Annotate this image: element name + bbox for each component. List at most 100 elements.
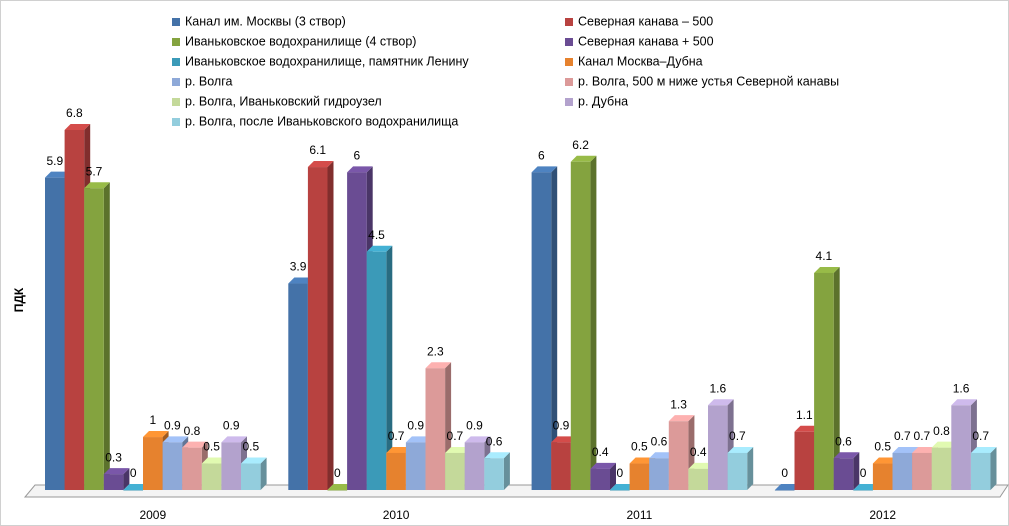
x-tick-label: 2012 <box>869 508 896 522</box>
bar <box>84 188 104 490</box>
bar-side <box>123 468 130 490</box>
bar <box>386 452 406 490</box>
bar-side <box>327 161 334 490</box>
data-label: 0.7 <box>447 429 464 443</box>
data-label: 0.9 <box>223 419 240 433</box>
bar <box>649 458 669 490</box>
bar-top <box>425 362 452 369</box>
bar-side <box>551 166 558 490</box>
bar-top <box>103 468 130 475</box>
data-label: 4.1 <box>816 249 833 263</box>
data-label: 6.2 <box>572 138 589 152</box>
data-label: 0.9 <box>164 419 181 433</box>
legend-label: Северная канава – 500 <box>578 14 713 28</box>
bar <box>727 452 748 490</box>
bar-top <box>386 446 412 453</box>
bar <box>288 283 308 490</box>
legend-label: Иваньковское водохранилище (4 створ) <box>185 34 416 48</box>
bar-top <box>970 446 997 453</box>
bar-top <box>445 446 471 453</box>
bar <box>610 490 630 491</box>
bar-top <box>629 457 656 464</box>
bar-top <box>570 155 597 162</box>
bar-top <box>143 431 169 438</box>
bar <box>931 447 952 490</box>
bar-top <box>649 452 675 459</box>
x-tick-label: 2010 <box>383 508 410 522</box>
bar-top <box>64 124 91 130</box>
bar-top <box>405 436 432 443</box>
bar-top <box>551 436 577 443</box>
bar-top <box>347 166 373 173</box>
data-label: 4.5 <box>368 228 385 242</box>
data-label: 0.6 <box>486 434 503 448</box>
bar-top <box>288 277 314 284</box>
data-label: 6 <box>538 149 545 163</box>
bar <box>892 452 913 490</box>
floor <box>23 484 1009 498</box>
bar-top <box>221 436 247 443</box>
data-label: 1.3 <box>670 397 687 411</box>
data-label: 0.9 <box>553 419 570 433</box>
bar-top <box>201 457 228 464</box>
bar-top <box>531 166 558 173</box>
legend-swatch <box>565 98 573 106</box>
data-label: 0.9 <box>407 419 424 433</box>
data-label: 0.4 <box>690 445 707 459</box>
legend-label: р. Волга, Иваньковский гидроузел <box>185 94 382 108</box>
bar <box>668 421 689 490</box>
y-axis-label: ПДК <box>12 287 26 312</box>
bar-top <box>464 436 491 443</box>
bar <box>143 437 163 490</box>
legend-swatch <box>565 78 573 86</box>
bar-top <box>241 457 267 464</box>
data-label: 0 <box>860 466 867 480</box>
bar-side <box>990 446 997 490</box>
bar <box>201 463 222 490</box>
legend-label: р. Волга, после Иваньковского водохранил… <box>185 114 458 128</box>
bar-top <box>833 452 860 459</box>
bar-side <box>610 462 616 490</box>
bar-side <box>833 266 840 490</box>
data-label: 1 <box>149 413 156 427</box>
bar <box>464 442 485 490</box>
bar-top <box>931 441 958 448</box>
bar <box>912 452 932 490</box>
bar-top <box>484 452 510 459</box>
bar <box>405 442 426 490</box>
data-label: 1.1 <box>796 408 813 422</box>
data-label: 6.8 <box>66 106 83 120</box>
legend-swatch <box>172 58 180 66</box>
bar-top <box>688 462 714 469</box>
bar-side <box>590 155 597 490</box>
data-label: 0.7 <box>894 429 911 443</box>
bar <box>590 468 610 490</box>
bar-top <box>366 245 393 252</box>
bar <box>570 161 591 490</box>
data-label: 2.3 <box>427 344 444 358</box>
data-label: 0.7 <box>729 429 746 443</box>
bar-top <box>794 425 821 432</box>
bar <box>103 474 124 490</box>
bar <box>162 442 183 490</box>
data-label: 5.7 <box>86 164 103 178</box>
bar <box>241 463 261 490</box>
bar-top <box>774 484 801 490</box>
bar <box>531 172 552 490</box>
data-label: 0.7 <box>388 429 405 443</box>
bar <box>445 452 465 490</box>
bar <box>123 490 143 491</box>
bar <box>425 368 446 490</box>
legend-label: Канал им. Москвы (3 створ) <box>185 14 346 28</box>
data-label: 0.6 <box>835 434 852 448</box>
bar <box>708 405 728 490</box>
data-label: 0.5 <box>631 440 648 454</box>
bar <box>794 431 815 490</box>
bar <box>814 272 834 490</box>
bar-top <box>84 182 110 189</box>
bar-top <box>727 446 754 453</box>
bar-side <box>260 457 267 490</box>
bar <box>347 172 367 490</box>
data-label: 1.6 <box>953 381 970 395</box>
